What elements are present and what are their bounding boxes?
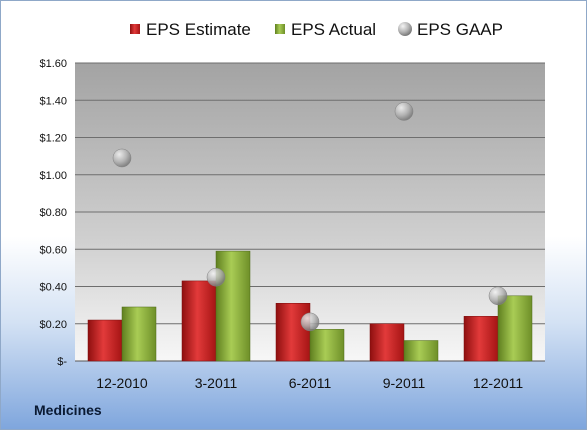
point-eps-gaap [112, 148, 132, 168]
bar-eps-actual [215, 250, 251, 362]
legend-actual-label: EPS Actual [291, 20, 376, 39]
bar-eps-actual [309, 329, 345, 362]
y-tick-label: $0.60 [39, 244, 67, 256]
bar-eps-estimate [275, 303, 311, 362]
y-tick-label: $- [57, 356, 67, 368]
legend-gaap-label: EPS GAAP [417, 20, 503, 39]
y-axis-labels: $- $0.20 $0.40 $0.60 $0.80 $1.00 $1.20 $1.40 $1.… [39, 58, 67, 368]
bar-eps-estimate [369, 323, 405, 362]
x-tick-label: 3-2011 [195, 375, 238, 391]
y-tick-label: $1.60 [39, 58, 67, 70]
point-eps-gaap [300, 312, 320, 332]
bars [87, 250, 533, 362]
point-eps-gaap [488, 286, 508, 306]
y-tick-label: $1.40 [39, 95, 67, 107]
x-tick-label: 6-2011 [289, 375, 332, 391]
legend: EPS Estimate EPS Actual EPS GAAP [130, 20, 503, 39]
y-tick-label: $1.20 [39, 133, 67, 145]
bar-eps-estimate [87, 319, 123, 362]
y-tick-label: $1.00 [39, 170, 67, 182]
bar-eps-actual [121, 306, 157, 362]
y-tick-label: $0.40 [39, 282, 67, 294]
legend-gaap-swatch [398, 22, 412, 36]
legend-actual-swatch [275, 24, 285, 34]
legend-estimate-label: EPS Estimate [146, 20, 251, 39]
point-eps-gaap [206, 267, 226, 287]
y-tick-label: $0.80 [39, 207, 67, 219]
x-axis-labels: 12-2010 3-2011 6-2011 9-2011 12-2011 [96, 375, 523, 391]
bar-eps-actual [497, 295, 533, 362]
x-tick-label: 12-2010 [96, 375, 148, 391]
company-label: Medicines [34, 402, 102, 418]
x-tick-label: 12-2011 [473, 375, 524, 391]
bar-eps-estimate [463, 316, 499, 362]
y-tick-label: $0.20 [39, 319, 67, 331]
gaap-points [112, 102, 508, 332]
bar-eps-estimate [181, 280, 217, 362]
x-tick-label: 9-2011 [383, 375, 426, 391]
bar-eps-actual [403, 340, 439, 362]
legend-estimate-swatch [130, 24, 140, 34]
point-eps-gaap [394, 102, 414, 121]
